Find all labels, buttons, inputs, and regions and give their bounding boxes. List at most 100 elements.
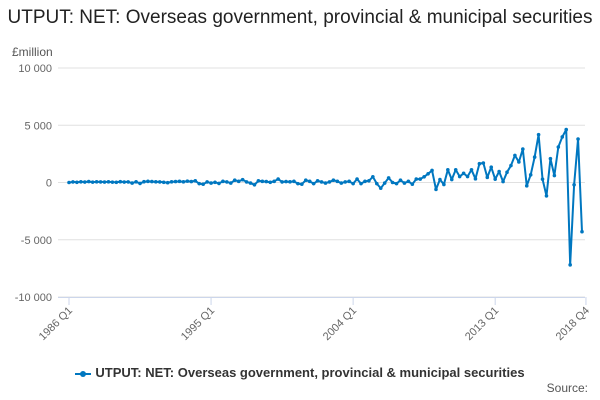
data-point (114, 180, 119, 185)
data-point (288, 180, 292, 184)
data-point (110, 180, 115, 184)
data-point (138, 181, 142, 186)
data-point (572, 182, 576, 187)
data-point (209, 181, 213, 185)
data-point (552, 173, 557, 178)
data-point (98, 180, 103, 184)
data-point (544, 194, 549, 198)
data-point (493, 177, 497, 181)
data-point (161, 180, 166, 185)
x-tick-label: 2013 Q1 (463, 305, 501, 343)
y-tick-label: 0 (46, 178, 52, 190)
data-point (118, 179, 123, 184)
data-point (363, 179, 367, 184)
data-point (292, 179, 296, 184)
data-point (323, 181, 328, 185)
data-point (580, 229, 584, 234)
data-point (315, 178, 320, 183)
x-tick-label: 1986 Q1 (37, 305, 75, 343)
data-point (540, 177, 545, 181)
data-point (272, 179, 277, 184)
data-point (169, 180, 174, 184)
data-point (228, 181, 233, 185)
data-point (122, 180, 127, 184)
data-point (303, 178, 308, 183)
data-point (359, 181, 363, 186)
legend-label: UTPUT: NET: Overseas government, provinc… (95, 365, 525, 380)
data-point (367, 178, 371, 183)
data-point (564, 127, 569, 132)
data-point (177, 179, 182, 184)
data-point (79, 180, 83, 184)
data-point (284, 179, 288, 184)
x-tick-label: 2004 Q1 (321, 305, 359, 343)
data-point (449, 177, 454, 182)
data-point (386, 176, 391, 180)
data-point (240, 177, 245, 182)
data-point (90, 180, 95, 184)
data-point (402, 181, 407, 185)
data-point (382, 181, 387, 185)
data-point (146, 179, 150, 184)
data-point (339, 181, 344, 185)
data-point (248, 181, 253, 185)
data-point (343, 180, 348, 184)
data-point (157, 180, 162, 184)
data-point (477, 161, 482, 166)
data-point (256, 178, 261, 183)
data-point (485, 175, 490, 180)
data-point (446, 167, 450, 172)
data-point (142, 179, 146, 184)
data-point (453, 167, 458, 172)
legend[interactable]: UTPUT: NET: Overseas government, provinc… (0, 365, 600, 380)
chart-title: UTPUT: NET: Overseas government, provinc… (7, 7, 593, 28)
data-point (406, 179, 411, 184)
data-point (442, 182, 446, 187)
data-point (67, 180, 71, 185)
data-point (426, 171, 430, 176)
data-point (532, 155, 537, 159)
data-point (181, 180, 186, 184)
data-point (438, 177, 442, 182)
data-point (205, 180, 209, 184)
series-line (68, 128, 583, 266)
data-point (150, 179, 154, 184)
data-point (296, 181, 300, 186)
data-point (75, 180, 79, 185)
data-point (576, 137, 580, 141)
data-point (331, 178, 336, 183)
data-point (434, 187, 438, 192)
data-point (351, 181, 355, 186)
data-point (244, 180, 249, 184)
data-point (264, 179, 269, 184)
data-point (165, 180, 170, 185)
data-point (225, 180, 229, 184)
data-point (524, 184, 529, 188)
data-point (489, 165, 494, 169)
data-point (173, 179, 178, 184)
data-point (86, 179, 91, 184)
data-point (528, 173, 533, 177)
data-point (154, 180, 158, 184)
data-point (126, 180, 130, 184)
data-point (327, 180, 332, 184)
data-point (300, 182, 304, 187)
data-point (260, 179, 265, 184)
data-point (193, 178, 198, 183)
data-point (497, 169, 501, 174)
data-point (390, 180, 395, 185)
data-point (355, 177, 359, 181)
data-point (280, 180, 284, 184)
data-point (130, 181, 134, 185)
data-point (236, 179, 241, 184)
data-point (568, 263, 572, 267)
x-tick-label: 1995 Q1 (179, 305, 217, 343)
y-tick-label: 10 000 (18, 63, 52, 75)
y-tick-label: 5 000 (24, 120, 52, 132)
data-point (394, 181, 399, 186)
data-point (509, 163, 513, 168)
data-point (481, 161, 486, 165)
data-point (556, 145, 561, 149)
data-point (71, 180, 75, 184)
